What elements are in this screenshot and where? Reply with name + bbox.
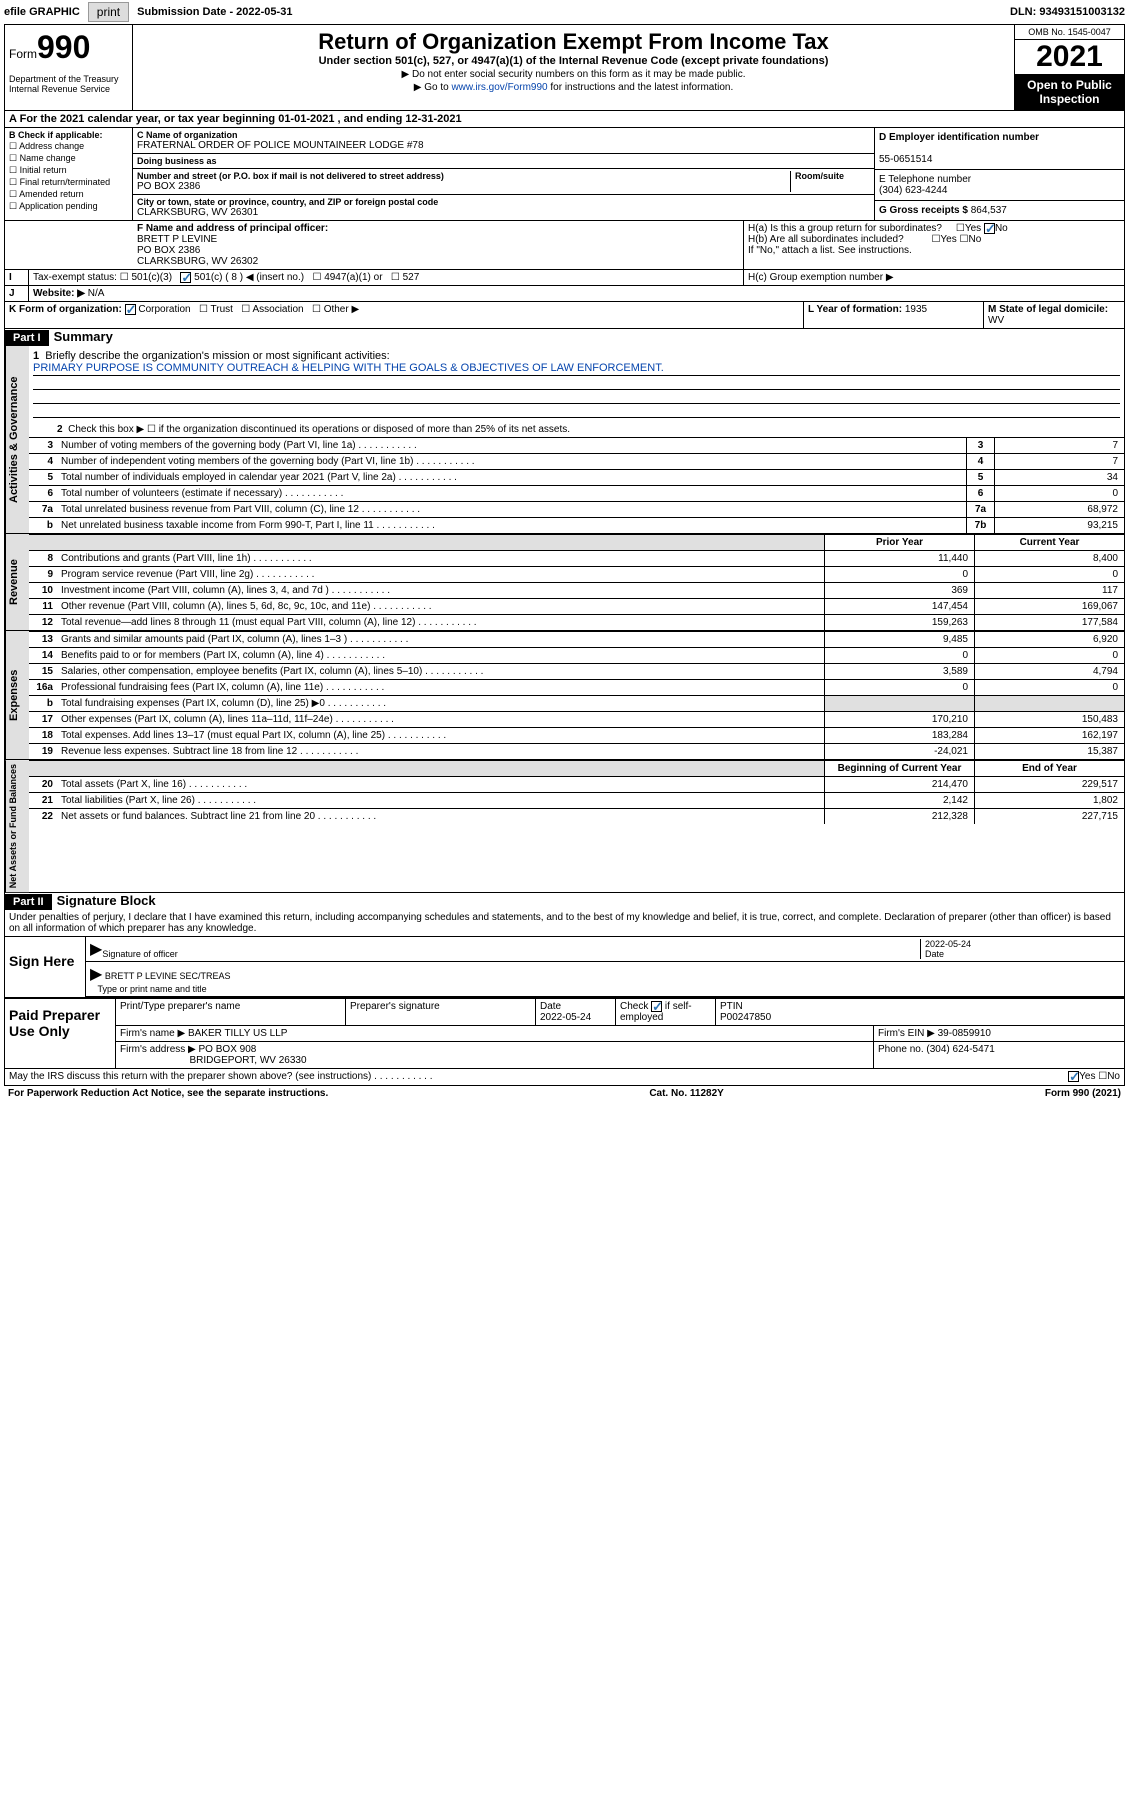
cb-pending[interactable]: ☐ Application pending	[9, 201, 128, 212]
summary-line: 9Program service revenue (Part VIII, lin…	[29, 566, 1124, 582]
summary-line: 17Other expenses (Part IX, column (A), l…	[29, 711, 1124, 727]
summary-line: 21Total liabilities (Part X, line 26)2,1…	[29, 792, 1124, 808]
year-box: OMB No. 1545-0047 2021 Open to Public In…	[1014, 25, 1124, 110]
print-button[interactable]: print	[88, 2, 129, 22]
summary-line: 3Number of voting members of the governi…	[29, 437, 1124, 453]
501c-check[interactable]	[180, 272, 191, 283]
cb-initial[interactable]: ☐ Initial return	[9, 165, 128, 176]
form-header: Form990 Department of the Treasury Inter…	[5, 25, 1124, 110]
summary-line: 20Total assets (Part X, line 16)214,4702…	[29, 776, 1124, 792]
summary-line: 22Net assets or fund balances. Subtract …	[29, 808, 1124, 824]
cb-address[interactable]: ☐ Address change	[9, 141, 128, 152]
state-domicile: WV	[988, 315, 1004, 326]
summary-line: 5Total number of individuals employed in…	[29, 469, 1124, 485]
self-emp-check[interactable]	[651, 1001, 662, 1012]
dln: DLN: 93493151003132	[1010, 6, 1125, 18]
website-value: N/A	[88, 288, 105, 299]
title-box: Return of Organization Exempt From Incom…	[133, 25, 1014, 110]
period-row: A For the 2021 calendar year, or tax yea…	[5, 110, 1124, 127]
summary-line: 10Investment income (Part VIII, column (…	[29, 582, 1124, 598]
section-j-row: J Website: ▶ N/A	[5, 285, 1124, 301]
summary-line: 13Grants and similar amounts paid (Part …	[29, 631, 1124, 647]
submission-label: Submission Date - 2022-05-31	[137, 6, 292, 18]
part-i-header: Part I Summary	[5, 328, 1124, 346]
discuss-yes[interactable]	[1068, 1071, 1079, 1082]
ptin: P00247850	[720, 1012, 771, 1023]
firm-phone: (304) 624-5471	[926, 1044, 994, 1055]
form-title: Return of Organization Exempt From Incom…	[137, 29, 1010, 55]
form-container: Form990 Department of the Treasury Inter…	[4, 24, 1125, 1086]
gross-receipts: 864,537	[971, 205, 1007, 216]
summary-line: 19Revenue less expenses. Subtract line 1…	[29, 743, 1124, 759]
ha-no-check[interactable]	[984, 223, 995, 234]
begin-end-header: Beginning of Current Year End of Year	[29, 760, 1124, 776]
note-link: ▶ Go to www.irs.gov/Form990 for instruct…	[137, 82, 1010, 93]
irs-link[interactable]: www.irs.gov/Form990	[451, 82, 547, 93]
phone: (304) 623-4244	[879, 185, 947, 196]
governance-section: Activities & Governance 1 Briefly descri…	[5, 346, 1124, 533]
revenue-section: Revenue Prior Year Current Year 8Contrib…	[5, 533, 1124, 630]
summary-line: 6Total number of volunteers (estimate if…	[29, 485, 1124, 501]
corp-check[interactable]	[125, 304, 136, 315]
summary-line: 12Total revenue—add lines 8 through 11 (…	[29, 614, 1124, 630]
dept-label: Department of the Treasury Internal Reve…	[9, 74, 128, 94]
expenses-section: Expenses 13Grants and similar amounts pa…	[5, 630, 1124, 759]
year-formation: 1935	[905, 304, 927, 315]
line2: 2 Check this box ▶ ☐ if the organization…	[29, 422, 1124, 437]
omb-number: OMB No. 1545-0047	[1015, 25, 1124, 40]
discuss-row: May the IRS discuss this return with the…	[5, 1068, 1124, 1084]
cb-final[interactable]: ☐ Final return/terminated	[9, 177, 128, 188]
efile-label: efile GRAPHIC	[4, 6, 80, 18]
form-subtitle: Under section 501(c), 527, or 4947(a)(1)…	[137, 55, 1010, 67]
form-number-box: Form990 Department of the Treasury Inter…	[5, 25, 133, 110]
section-f-h-row: F Name and address of principal officer:…	[5, 220, 1124, 269]
ha-question: H(a) Is this a group return for subordin…	[748, 223, 1120, 234]
summary-line: 8Contributions and grants (Part VIII, li…	[29, 550, 1124, 566]
hb-question: H(b) Are all subordinates included? ☐Yes…	[748, 234, 1120, 245]
org-info: C Name of organization FRATERNAL ORDER O…	[133, 128, 874, 220]
sign-here-row: Sign Here ▶ Signature of officer 2022-05…	[5, 936, 1124, 997]
tax-year: 2021	[1015, 40, 1124, 74]
ein-phone-box: D Employer identification number 55-0651…	[874, 128, 1124, 220]
firm-name: BAKER TILLY US LLP	[188, 1028, 288, 1039]
top-bar: efile GRAPHIC print Submission Date - 20…	[0, 0, 1129, 24]
summary-line: 15Salaries, other compensation, employee…	[29, 663, 1124, 679]
summary-line: bNet unrelated business taxable income f…	[29, 517, 1124, 533]
officer-name: BRETT P LEVINE	[137, 234, 217, 245]
summary-line: 14Benefits paid to or for members (Part …	[29, 647, 1124, 663]
street-address: PO BOX 2386	[137, 181, 790, 192]
netassets-section: Net Assets or Fund Balances Beginning of…	[5, 759, 1124, 892]
summary-line: 11Other revenue (Part VIII, column (A), …	[29, 598, 1124, 614]
summary-line: bTotal fundraising expenses (Part IX, co…	[29, 695, 1124, 711]
firm-ein: 39-0859910	[938, 1028, 991, 1039]
summary-line: 4Number of independent voting members of…	[29, 453, 1124, 469]
section-k-row: K Form of organization: Corporation ☐ Tr…	[5, 301, 1124, 328]
sig-date: 2022-05-24	[925, 939, 971, 949]
section-i-row: I Tax-exempt status: ☐ 501(c)(3) 501(c) …	[5, 269, 1124, 285]
check-applicable: B Check if applicable: ☐ Address change …	[5, 128, 133, 220]
prior-current-header: Prior Year Current Year	[29, 534, 1124, 550]
part-ii-header: Part II Signature Block	[5, 892, 1124, 910]
summary-line: 18Total expenses. Add lines 13–17 (must …	[29, 727, 1124, 743]
summary-line: 7aTotal unrelated business revenue from …	[29, 501, 1124, 517]
inspection-badge: Open to Public Inspection	[1015, 74, 1124, 110]
city-state-zip: CLARKSBURG, WV 26301	[137, 207, 870, 218]
mission-box: 1 Briefly describe the organization's mi…	[29, 346, 1124, 422]
mission-text: PRIMARY PURPOSE IS COMMUNITY OUTREACH & …	[33, 362, 1120, 376]
org-name: FRATERNAL ORDER OF POLICE MOUNTAINEER LO…	[137, 140, 870, 151]
declaration: Under penalties of perjury, I declare th…	[5, 910, 1124, 936]
ein: 55-0651514	[879, 154, 932, 165]
section-b-row: B Check if applicable: ☐ Address change …	[5, 127, 1124, 220]
officer-printed: BRETT P LEVINE SEC/TREAS	[105, 971, 231, 981]
summary-line: 16aProfessional fundraising fees (Part I…	[29, 679, 1124, 695]
note-ssn: ▶ Do not enter social security numbers o…	[137, 69, 1010, 80]
cb-name[interactable]: ☐ Name change	[9, 153, 128, 164]
cb-amended[interactable]: ☐ Amended return	[9, 189, 128, 200]
paid-preparer: Paid Preparer Use Only Print/Type prepar…	[5, 997, 1124, 1068]
page-footer: For Paperwork Reduction Act Notice, see …	[4, 1086, 1125, 1101]
